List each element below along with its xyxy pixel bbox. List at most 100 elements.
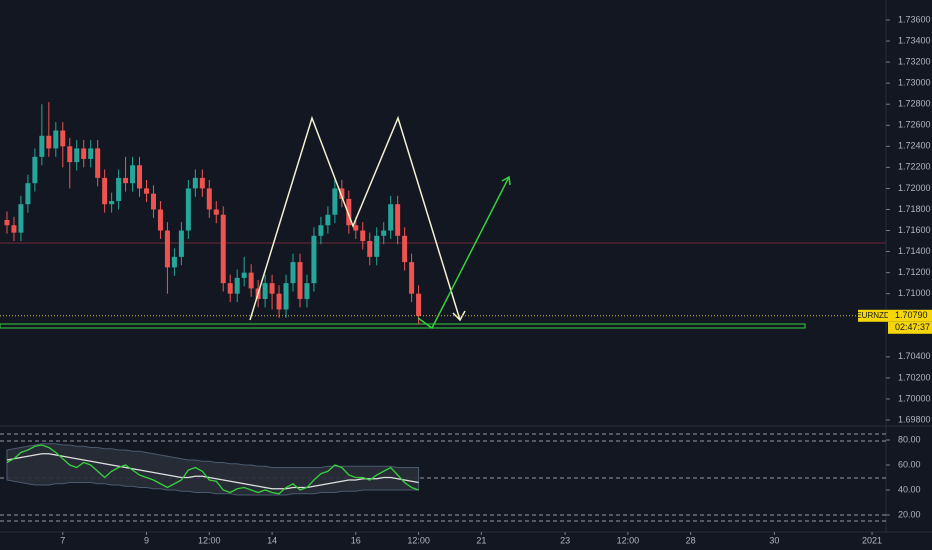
candle-body [304,283,310,299]
indicator-line [6,444,419,495]
y-tick-label: 1.71600 [898,225,931,235]
candle-body [234,277,240,294]
y-tick-label: 1.73200 [898,56,931,66]
y-tick-label: 1.71400 [898,246,931,256]
projection-arrowhead [501,175,511,186]
candle-body [409,262,415,294]
candle-body [150,193,156,210]
candle-body [60,130,66,147]
x-tick-label: 23 [560,535,570,545]
candle-body [206,188,212,210]
price-tag-bg [888,309,932,322]
candle-body [157,209,163,231]
candle-body [185,188,191,231]
candle-body [11,225,17,233]
y-tick-label: 1.71200 [898,267,931,277]
x-tick-label: 14 [267,535,277,545]
y-tick-label: 1.73400 [898,35,931,45]
x-tick-label: 30 [769,535,779,545]
y-tick-label: 1.70000 [898,393,931,403]
candle-body [123,177,129,184]
axes: 1.698001.700001.702001.704001.708001.710… [60,14,930,545]
x-tick-label: 7 [60,535,65,545]
candle-body [346,198,352,226]
x-tick-label: 28 [686,535,696,545]
price-tag: 1.70790 [895,310,928,320]
y-tick-label: 40.00 [898,484,921,494]
x-tick-label: 21 [476,535,486,545]
x-tick-label: 16 [351,535,361,545]
x-tick-label: 9 [144,535,149,545]
y-tick-label: 1.71800 [898,204,931,214]
candle-body [241,272,247,278]
projection-arrow [417,176,510,330]
y-tick-label: 1.71000 [898,288,931,298]
y-tick-label: 1.73600 [898,14,931,24]
y-tick-label: 20.00 [898,509,921,519]
y-tick-label: 1.69800 [898,414,931,424]
candle-body [416,293,422,316]
candle-body [81,148,87,159]
candle-body [109,201,115,205]
candle-body [339,188,345,199]
countdown-bg [888,321,932,334]
candle-body [290,262,296,284]
candle-body [276,293,282,310]
candle-body [32,156,38,184]
x-tick-label: 12:00 [617,535,640,545]
y-tick-label: 1.72800 [898,99,931,109]
candle-body [46,135,52,149]
candle-body [269,283,275,294]
candle-body [332,188,338,215]
symbol-tag-bg [858,309,888,322]
candle-body [283,283,289,310]
y-tick-label: 60.00 [898,459,921,469]
candle-body [367,241,373,257]
candle-body [213,209,219,215]
y-tick-label: 1.73000 [898,78,931,88]
support-zone [0,323,806,329]
candle-body [25,183,31,205]
x-tick-label: 2021 [862,535,882,545]
symbol-tag: EURNZD [856,311,890,320]
candle-body [402,235,408,263]
candle-body [318,225,324,236]
candle-body [4,220,10,226]
candle-body [381,230,387,236]
candle-body [137,165,143,189]
candle-body [311,235,317,284]
candle-body [144,188,150,194]
countdown: 02:47:37 [895,322,930,332]
candles [4,102,422,325]
price-tags: EURNZD 1.70790 02:47:37 [0,309,932,334]
candle-body [53,130,59,149]
candle-body [171,256,177,268]
x-tick-label: 12:00 [407,535,430,545]
y-tick-label: 1.72200 [898,162,931,172]
candle-body [178,230,184,257]
candle-body [39,135,45,157]
m-pattern [249,115,461,321]
candle-body [220,214,226,284]
candle-body [95,148,101,178]
candle-body [18,204,24,233]
y-tick-label: 1.72000 [898,183,931,193]
y-tick-label: 1.70400 [898,351,931,361]
x-tick-label: 12:00 [198,535,221,545]
candle-body [353,225,359,231]
indicator [6,443,420,496]
y-tick-label: 1.72600 [898,120,931,130]
candle-body [248,272,254,289]
candle-body [74,148,80,163]
candle-body [199,177,205,189]
candle-body [116,177,122,202]
y-tick-label: 1.72400 [898,141,931,151]
candle-body [388,204,394,231]
candle-body [360,230,366,242]
candle-body [67,146,73,163]
candle-body [130,165,136,184]
candle-body [227,283,233,294]
candle-body [325,214,331,226]
candle-body [395,204,401,236]
